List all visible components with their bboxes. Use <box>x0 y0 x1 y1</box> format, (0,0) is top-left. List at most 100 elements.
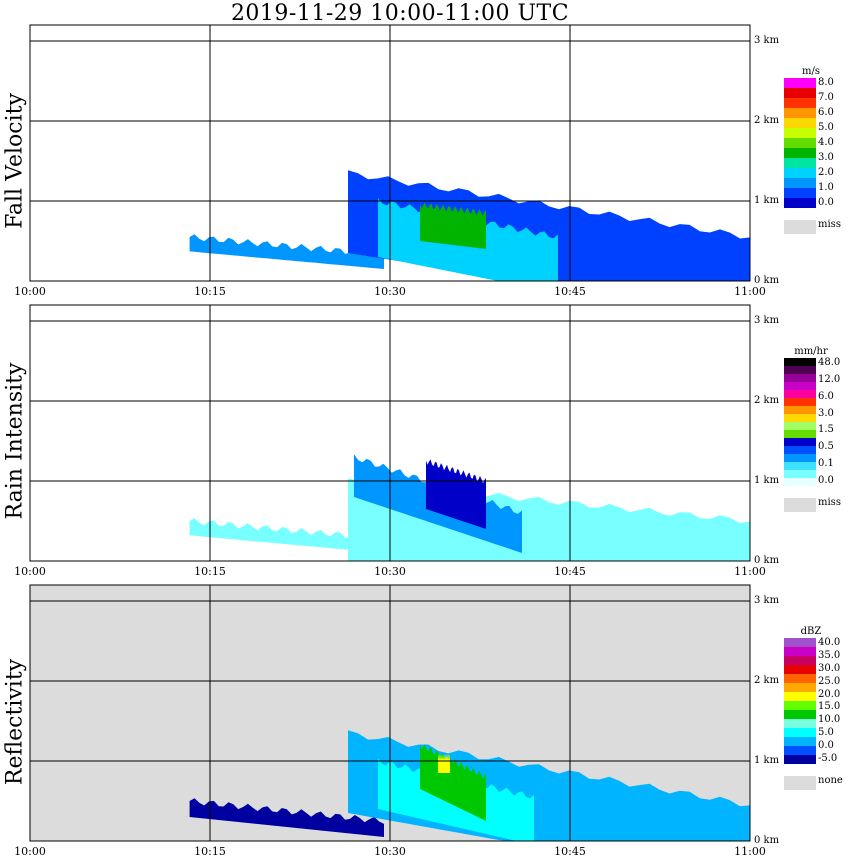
legend-swatch <box>784 128 816 138</box>
legend-swatch <box>784 390 816 398</box>
legend-label: 0.0 <box>818 475 834 486</box>
legend-swatch <box>784 647 816 656</box>
data-region <box>420 744 486 821</box>
legend-swatch <box>784 701 816 710</box>
x-tick-label: 10:15 <box>194 285 226 298</box>
legend-missing-swatch <box>784 220 816 234</box>
legend-label: 12.0 <box>818 373 841 385</box>
legend-label: 30.0 <box>818 662 841 674</box>
legend-unit: m/s <box>802 66 820 77</box>
legend-label: 6.0 <box>818 107 834 118</box>
legend-label: 40.0 <box>818 637 841 648</box>
legend-label: 3.0 <box>818 407 834 419</box>
legend-swatch <box>784 656 816 665</box>
legend-unit: dBZ <box>800 626 822 637</box>
height-tick-label: 2 km <box>754 675 780 686</box>
legend-swatch <box>784 746 816 755</box>
legend-swatch <box>784 374 816 382</box>
panel-3-ylabel: Reflectivity <box>2 658 28 786</box>
legend-swatch <box>784 470 816 478</box>
legend-swatch <box>784 446 816 454</box>
legend-swatch <box>784 398 816 406</box>
legend-label: 3.0 <box>818 152 834 163</box>
height-tick-label: 1 km <box>754 475 780 486</box>
panel-reflectivity <box>29 584 751 842</box>
legend-label: 8.0 <box>818 77 834 88</box>
data-region <box>189 518 384 553</box>
legend-swatch <box>784 683 816 692</box>
legend-label: 5.0 <box>818 727 834 739</box>
panel-rain-intensity <box>29 304 751 562</box>
legend-label: 10.0 <box>818 714 841 726</box>
height-tick-label: 0 km <box>754 555 780 566</box>
legend-swatch <box>784 438 816 446</box>
legend-label: 25.0 <box>818 675 841 687</box>
legend-label: 2.0 <box>818 167 834 178</box>
legend-swatch <box>784 198 816 208</box>
legend-swatch <box>784 168 816 178</box>
x-tick-label: 11:00 <box>734 565 766 578</box>
height-tick-label: 3 km <box>754 35 780 46</box>
x-tick-label: 10:30 <box>374 285 406 298</box>
x-tick-label: 10:15 <box>194 565 226 578</box>
height-tick-label: 2 km <box>754 395 780 406</box>
x-tick-label: 10:00 <box>14 565 46 578</box>
legend-missing-label: miss <box>818 219 841 230</box>
legend-swatch <box>784 382 816 390</box>
x-tick-label: 10:30 <box>374 845 406 858</box>
legend-swatch <box>784 188 816 198</box>
legend-label: 7.0 <box>818 92 834 103</box>
x-tick-label: 10:45 <box>554 845 586 858</box>
legend-swatch <box>784 358 816 366</box>
legend-label: 1.5 <box>818 424 834 436</box>
legend-swatch <box>784 414 816 422</box>
height-tick-label: 0 km <box>754 835 780 846</box>
legend-missing-swatch <box>784 498 816 512</box>
legend-swatch <box>784 478 816 486</box>
legend-label: 35.0 <box>818 649 841 661</box>
legend-swatch <box>784 710 816 719</box>
height-tick-label: 3 km <box>754 595 780 606</box>
height-tick-label: 1 km <box>754 755 780 766</box>
legend-label: 4.0 <box>818 137 834 148</box>
legend-label: 0.0 <box>818 197 834 208</box>
legend-swatch <box>784 366 816 374</box>
x-tick-label: 10:45 <box>554 565 586 578</box>
legend-swatch <box>784 178 816 188</box>
legend-label: 0.5 <box>818 441 834 453</box>
legend-swatch <box>784 148 816 158</box>
height-tick-label: 1 km <box>754 195 780 206</box>
legend-missing-label: miss <box>818 497 841 508</box>
legend-swatch <box>784 138 816 148</box>
x-tick-label: 10:15 <box>194 845 226 858</box>
chart-title: 2019-11-29 10:00-11:00 UTC <box>230 1 570 26</box>
x-tick-label: 11:00 <box>734 285 766 298</box>
legend-label: 48.0 <box>818 357 841 368</box>
legend-label: 6.0 <box>818 390 834 402</box>
panel-fall-velocity <box>29 24 751 282</box>
legend-missing-label: none <box>818 775 843 786</box>
panel-2-ylabel: Rain Intensity <box>2 362 28 520</box>
height-tick-label: 0 km <box>754 275 780 286</box>
legend-swatch <box>784 430 816 438</box>
legend-label: 20.0 <box>818 688 841 700</box>
legend-swatch <box>784 158 816 168</box>
legend-label: 1.0 <box>818 182 834 193</box>
legend-swatch <box>784 719 816 728</box>
legend-swatch <box>784 737 816 746</box>
x-tick-label: 10:45 <box>554 285 586 298</box>
legend-swatch <box>784 674 816 683</box>
legend-label: 0.0 <box>818 740 834 752</box>
legend-swatch <box>784 108 816 118</box>
legend-label: 5.0 <box>818 122 834 133</box>
legend-label: -5.0 <box>818 753 838 764</box>
legend-label: 0.1 <box>818 458 834 470</box>
legend-swatch <box>784 118 816 128</box>
legend-swatch <box>784 755 816 764</box>
legend-swatch <box>784 454 816 462</box>
data-region <box>189 234 384 269</box>
legend-unit: mm/hr <box>794 346 828 357</box>
legend-swatch <box>784 462 816 470</box>
legend-swatch <box>784 692 816 701</box>
legend-swatch <box>784 98 816 108</box>
